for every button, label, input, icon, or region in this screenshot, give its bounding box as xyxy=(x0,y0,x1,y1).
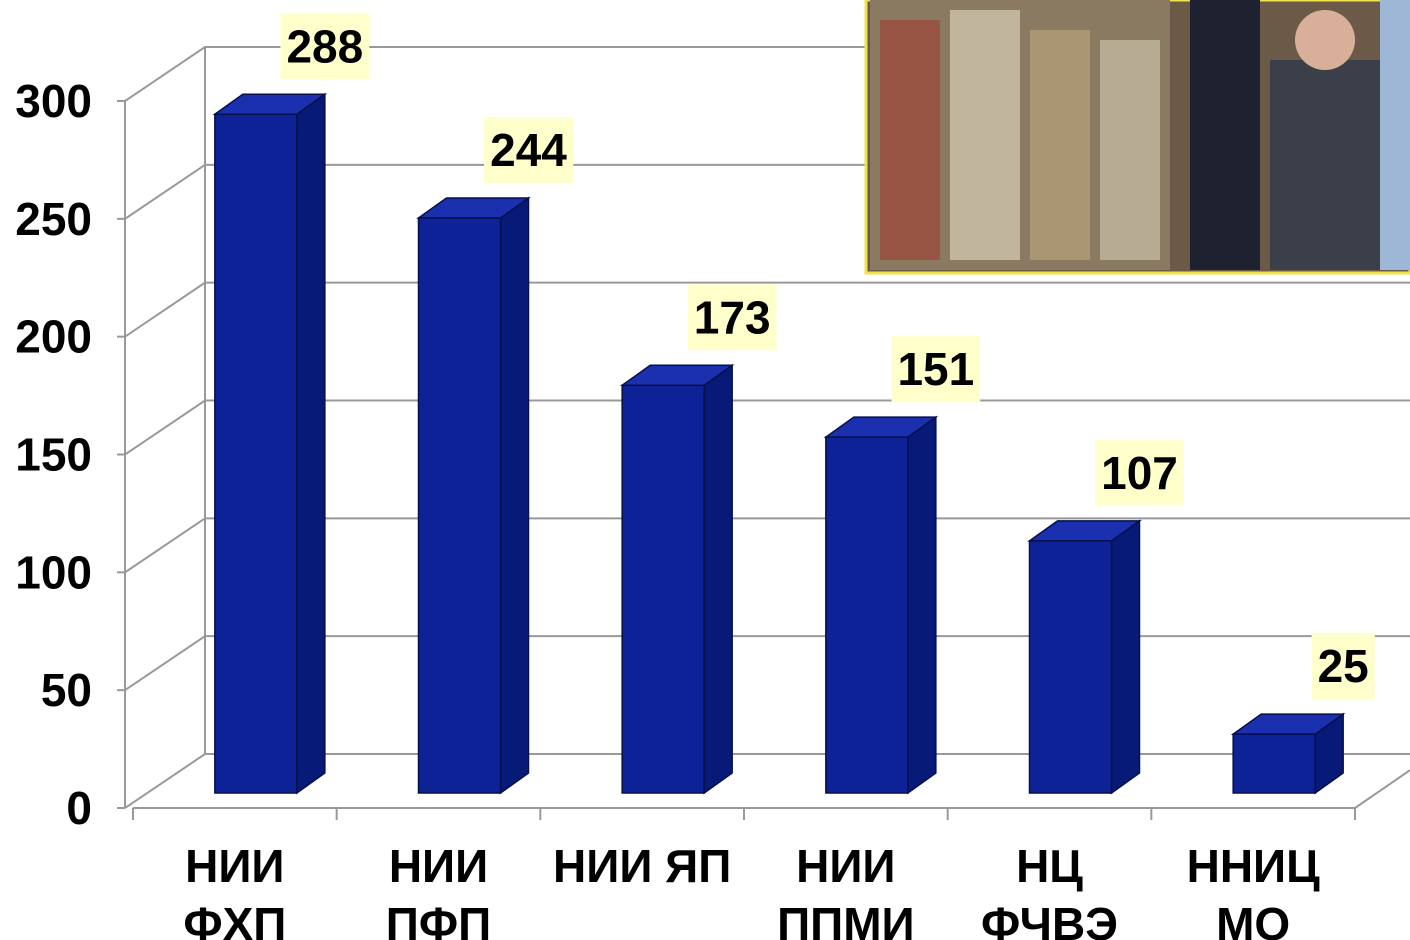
grid-line xyxy=(124,517,1410,574)
y-tick-label: 200 xyxy=(15,311,92,363)
floor-edge xyxy=(1354,769,1410,809)
y-tick-label: 150 xyxy=(15,429,92,481)
bar xyxy=(214,113,298,794)
value-label: 25 xyxy=(1318,640,1369,692)
grid-line xyxy=(124,281,1410,338)
y-tick-label: 0 xyxy=(66,782,92,834)
x-tick-label: ФЧВЭ xyxy=(981,898,1118,940)
x-tick-label: ПФП xyxy=(386,898,491,940)
x-tick-label: НИИ xyxy=(185,840,284,892)
y-tick-label: 100 xyxy=(15,546,92,598)
x-tick-label: ППМИ xyxy=(777,898,915,940)
y-tick-label: 250 xyxy=(15,193,92,245)
value-label-box xyxy=(1095,439,1184,506)
value-label-box xyxy=(1311,633,1375,700)
bar xyxy=(417,217,502,794)
value-label: 151 xyxy=(897,343,974,395)
x-tick-label: ФХП xyxy=(183,898,286,940)
value-label-box xyxy=(891,336,981,403)
value-label: 107 xyxy=(1101,447,1178,499)
bar xyxy=(1232,733,1316,794)
x-tick-label: НЦ xyxy=(1016,840,1083,892)
bar-side xyxy=(703,363,733,795)
grid-line xyxy=(124,635,1410,691)
x-tick-label: НИИ xyxy=(389,840,488,892)
x-tick-label: ННИЦ xyxy=(1187,840,1321,892)
value-label: 173 xyxy=(694,291,771,343)
y-tick-label: 50 xyxy=(41,664,92,716)
bar-side xyxy=(499,196,530,795)
bar-side xyxy=(296,92,326,795)
value-label: 288 xyxy=(286,20,363,72)
value-label-box xyxy=(484,116,574,183)
x-tick-label: МО xyxy=(1216,898,1290,940)
value-label-box xyxy=(280,13,370,80)
photo xyxy=(864,0,1410,275)
value-label-box xyxy=(687,284,777,351)
bar xyxy=(621,384,705,794)
x-tick-label: НИИ ЯП xyxy=(553,840,731,892)
value-label: 244 xyxy=(490,124,567,176)
grid-line xyxy=(124,753,1410,809)
bar xyxy=(825,436,909,794)
bar-side xyxy=(1110,519,1141,795)
bar xyxy=(1028,540,1113,794)
bar-side xyxy=(907,415,937,795)
y-tick-label: 300 xyxy=(15,75,92,127)
grid-line xyxy=(124,399,1410,456)
x-tick-label: НИИ xyxy=(796,840,895,892)
